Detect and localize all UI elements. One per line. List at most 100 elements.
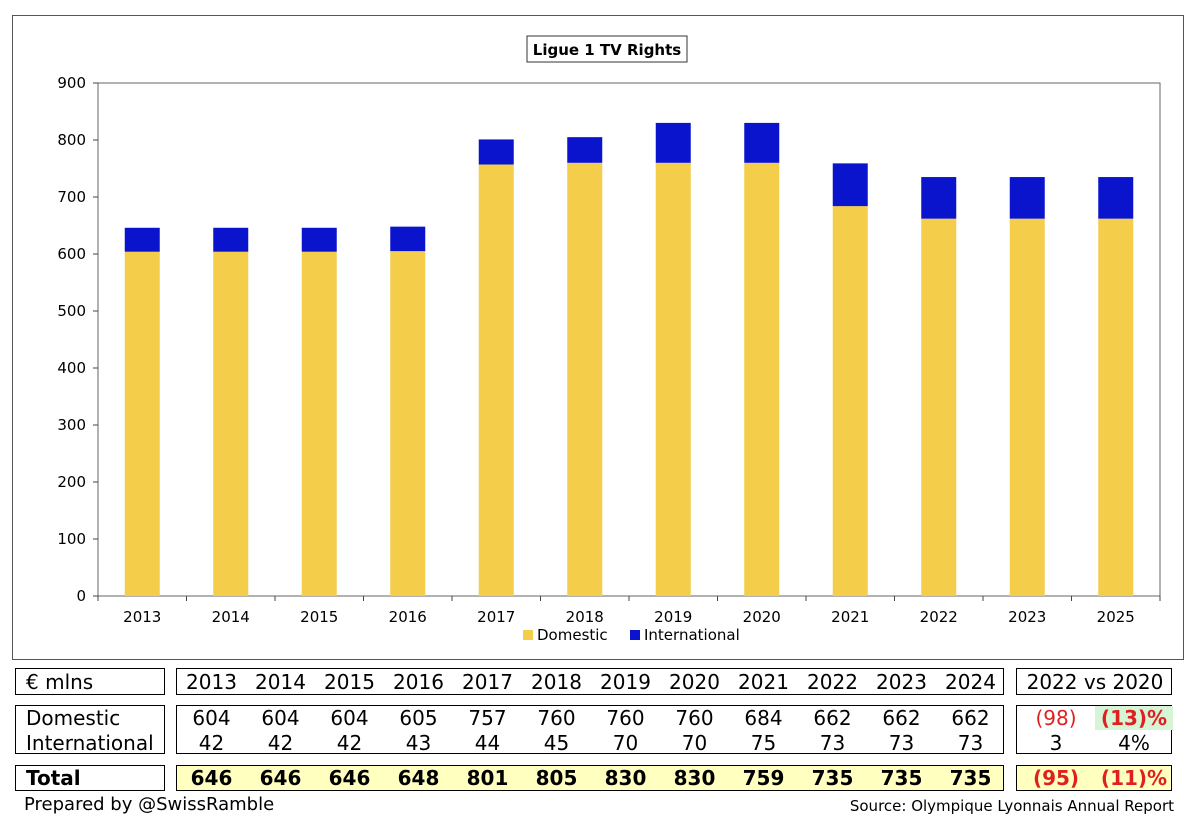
total-value-cell: 646 <box>190 766 233 790</box>
domestic-value-cell: 604 <box>330 706 369 730</box>
x-tick-label: 2018 <box>566 608 604 626</box>
total-value-cell: 805 <box>535 766 578 790</box>
year-header-cell: 2015 <box>324 669 375 694</box>
international-value-cell: 75 <box>750 730 777 755</box>
y-tick-label: 800 <box>57 131 86 149</box>
international-value-cell: 43 <box>405 730 432 755</box>
year-header-cell: 2019 <box>600 669 651 694</box>
bar-domestic <box>567 162 603 597</box>
legend-label-international: International <box>644 626 740 644</box>
total-value-cell: 801 <box>466 766 509 790</box>
bar-international <box>567 137 603 163</box>
year-header-cell: 2022 <box>807 669 858 694</box>
x-tick-label: 2020 <box>743 608 781 626</box>
x-tick-label: 2025 <box>1097 608 1135 626</box>
international-value-cell: 42 <box>336 730 363 755</box>
domestic-value-cell: 662 <box>951 706 990 730</box>
legend-swatch-international <box>630 630 640 640</box>
legend-swatch-domestic <box>523 630 533 640</box>
total-change-pct: (11)% <box>1100 766 1168 790</box>
unit-label: € mlns <box>26 669 94 694</box>
year-header-cell: 2021 <box>738 669 789 694</box>
domestic-value-cell: 605 <box>399 706 438 730</box>
bar-domestic <box>301 251 337 596</box>
year-header-cell: 2024 <box>945 669 996 694</box>
domestic-value-cell: 757 <box>468 706 507 730</box>
total-value-cell: 759 <box>742 766 785 790</box>
total-value-cell: 648 <box>397 766 440 790</box>
x-tick-label: 2017 <box>477 608 515 626</box>
bar-domestic <box>124 251 160 596</box>
international-value-cell: 42 <box>198 730 225 755</box>
total-value-cell: 830 <box>673 766 716 790</box>
year-header-cell: 2020 <box>669 669 720 694</box>
y-tick-label: 0 <box>76 587 86 605</box>
total-value-cell: 735 <box>811 766 854 790</box>
bar-domestic <box>655 162 691 597</box>
international-change-abs: 3 <box>1049 730 1063 755</box>
bar-international <box>655 122 691 163</box>
row-label-domestic: Domestic <box>26 706 121 730</box>
domestic-change-pct: (13)% <box>1100 706 1168 730</box>
x-tick-label: 2021 <box>831 608 869 626</box>
bar-international <box>390 226 426 252</box>
bar-domestic <box>1009 218 1045 596</box>
y-tick-label: 200 <box>57 473 86 491</box>
bar-domestic <box>213 251 249 596</box>
bar-international <box>124 227 160 252</box>
y-tick-label: 600 <box>57 245 86 263</box>
year-header-cell: 2018 <box>531 669 582 694</box>
total-value-cell: 735 <box>949 766 992 790</box>
plot-area <box>97 82 1161 597</box>
year-header-cell: 2017 <box>462 669 513 694</box>
row-labels-box: Domestic International <box>15 705 165 755</box>
total-change-box: (95) (11)% <box>1016 765 1172 791</box>
domestic-change-abs: (98) <box>1035 706 1077 730</box>
total-change-abs: (95) <box>1032 766 1080 790</box>
y-tick-label: 100 <box>57 530 86 548</box>
bar-domestic <box>1098 218 1134 596</box>
bar-international <box>744 122 780 163</box>
total-value-cell: 646 <box>259 766 302 790</box>
bar-international <box>301 227 337 252</box>
chart-title-box <box>526 35 688 63</box>
x-tick-label: 2016 <box>389 608 427 626</box>
stacked-bar-chart: 0 100 200 300 400 500 600 700 800 900 2013 2014 2015… <box>57 35 1161 644</box>
bar-international <box>832 163 868 207</box>
domestic-value-cell: 662 <box>813 706 852 730</box>
row-values-box: 604 604 604 605 757 760 760 760 684 662 662 662 42 42… <box>176 705 1004 755</box>
domestic-value-cell: 760 <box>675 706 714 730</box>
x-tick-label: 2022 <box>920 608 958 626</box>
international-value-cell: 73 <box>819 730 846 755</box>
x-tick-label: 2015 <box>300 608 338 626</box>
total-value-cell: 735 <box>880 766 923 790</box>
bar-international <box>478 139 514 165</box>
source-note: Source: Olympique Lyonnais Annual Report <box>849 797 1174 815</box>
year-header-cell: 2016 <box>393 669 444 694</box>
bar-international <box>1098 177 1134 219</box>
total-label-box: Total <box>15 765 165 791</box>
unit-label-box: € mlns <box>15 668 165 695</box>
international-value-cell: 45 <box>543 730 570 755</box>
x-tick-label: 2023 <box>1008 608 1046 626</box>
chart-frame: 0 100 200 300 400 500 600 700 800 900 2013 2014 2015… <box>12 15 1184 660</box>
bar-domestic <box>390 251 426 596</box>
domestic-value-cell: 760 <box>606 706 645 730</box>
international-value-cell: 73 <box>888 730 915 755</box>
total-label: Total <box>26 766 81 790</box>
x-tick-label: 2019 <box>654 608 692 626</box>
year-header-box: 2013 2014 2015 2016 2017 2018 2019 2020 2021 2022… <box>176 668 1004 695</box>
x-tick-label: 2013 <box>123 608 161 626</box>
bar-domestic <box>832 206 868 596</box>
year-header-cell: 2023 <box>876 669 927 694</box>
bar-domestic <box>478 164 514 596</box>
domestic-value-cell: 604 <box>192 706 231 730</box>
year-header-cell: 2014 <box>255 669 306 694</box>
x-tick-label: 2014 <box>212 608 250 626</box>
domestic-value-cell: 604 <box>261 706 300 730</box>
domestic-value-cell: 684 <box>744 706 783 730</box>
legend-label-domestic: Domestic <box>537 626 608 644</box>
chart-title: Ligue 1 TV Rights <box>533 41 682 59</box>
bar-domestic <box>921 218 957 596</box>
domestic-value-cell: 760 <box>537 706 576 730</box>
